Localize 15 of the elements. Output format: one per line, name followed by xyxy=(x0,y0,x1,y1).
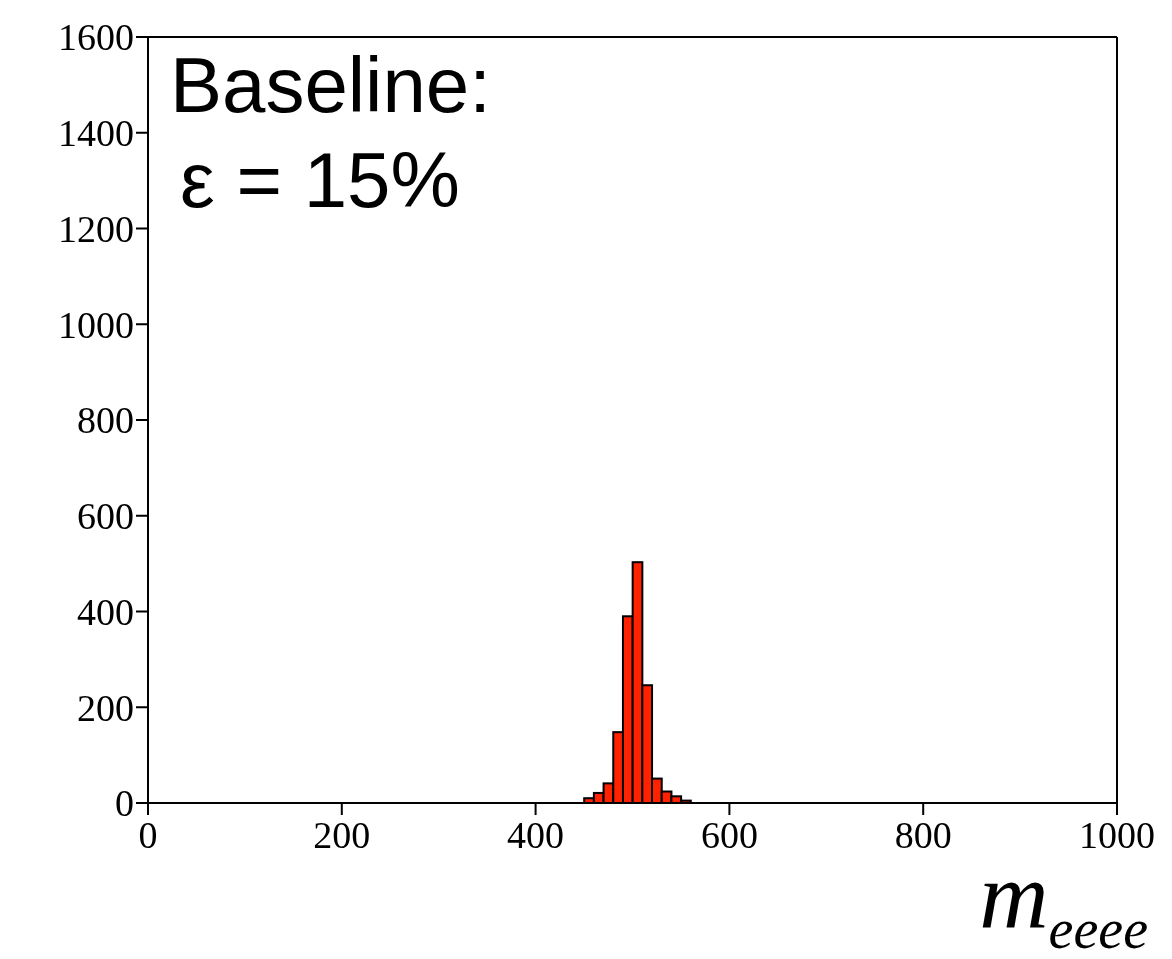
annotation: Baseline: xyxy=(170,41,491,129)
x-tick-label: 200 xyxy=(313,813,371,856)
y-tick-label: 1000 xyxy=(58,303,134,346)
y-tick-label: 0 xyxy=(115,782,134,825)
y-tick-label: 800 xyxy=(77,399,134,442)
y-tick-label: 600 xyxy=(77,495,134,538)
x-tick-label: 600 xyxy=(700,813,758,856)
y-tick-label: 1400 xyxy=(58,112,134,155)
x-tick-label: 400 xyxy=(507,813,565,856)
x-tick-label: 800 xyxy=(894,813,952,856)
y-tick-label: 400 xyxy=(77,590,134,633)
annotation: ε = 15% xyxy=(180,136,460,224)
y-tick-label: 200 xyxy=(77,686,134,729)
y-tick-label: 1200 xyxy=(58,207,134,250)
y-tick-label: 1600 xyxy=(58,16,134,59)
